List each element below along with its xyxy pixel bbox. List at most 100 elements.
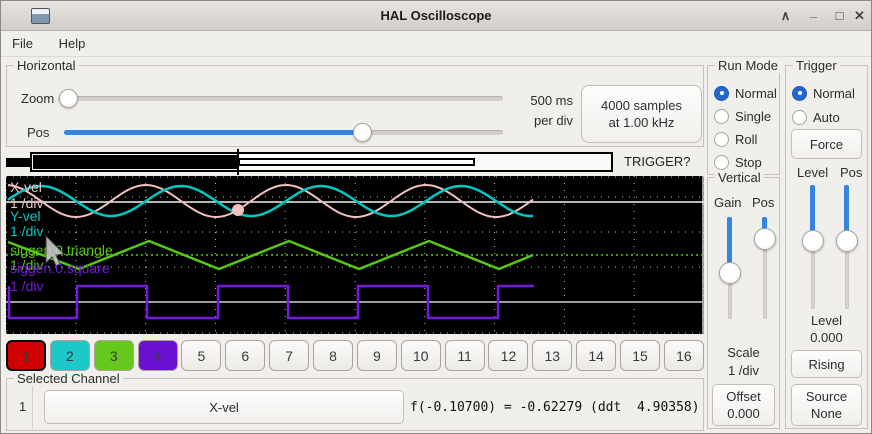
- force-label: Force: [809, 136, 844, 152]
- radio-icon: [792, 109, 807, 125]
- scope-channel-label-4: siggen.0.triangle: [10, 242, 113, 258]
- gain-label: Gain: [714, 195, 742, 210]
- record-bar-stub: [6, 158, 32, 167]
- trigger-source-button[interactable]: Source None: [791, 384, 862, 426]
- samples-line1: 4000 samples: [601, 98, 682, 113]
- scope-channel-label-6: siggen.0.square: [10, 260, 110, 276]
- trigger-pos-col-label: Pos: [840, 165, 863, 180]
- trigger-level-value: 0.000: [810, 330, 843, 345]
- selected-channel-divider: [32, 386, 33, 429]
- menu-file[interactable]: File: [12, 36, 33, 51]
- radio-selected-icon: [792, 85, 807, 101]
- channel-button-1[interactable]: 1: [6, 340, 46, 371]
- scope-channel-label-3: 1 /div: [10, 223, 43, 239]
- radio-icon: [714, 154, 729, 170]
- app-icon: [31, 8, 50, 24]
- channel-source-button[interactable]: X-vel: [44, 390, 404, 424]
- trace-siggen.0.triangle: [7, 239, 534, 271]
- radio-icon: [714, 108, 729, 124]
- close-button[interactable]: ✕: [854, 8, 865, 23]
- slider-handle[interactable]: [754, 228, 776, 250]
- channel-button-9[interactable]: 9: [356, 340, 397, 371]
- run-mode-normal-label: Normal: [735, 85, 777, 101]
- force-trigger-button[interactable]: Force: [791, 129, 862, 159]
- pos-slider-handle[interactable]: [353, 123, 372, 142]
- selected-channel-title: Selected Channel: [14, 371, 123, 386]
- minimize-button[interactable]: _: [809, 4, 818, 19]
- trigger-edge-label: Rising: [808, 356, 845, 372]
- channel-button-14[interactable]: 14: [576, 340, 617, 371]
- channel-button-3[interactable]: 3: [93, 340, 134, 371]
- channel-button-10[interactable]: 10: [400, 340, 441, 371]
- trigger-normal-label: Normal: [813, 85, 855, 101]
- run-mode-single-label: Single: [735, 108, 772, 124]
- scope-channel-label-2: Y-vel: [10, 208, 41, 224]
- trigger-auto[interactable]: Auto: [792, 107, 840, 127]
- trigger-source-label: Source: [805, 389, 848, 404]
- zoom-label: Zoom: [21, 91, 55, 106]
- trigger-edge-button[interactable]: Rising: [791, 350, 862, 378]
- offset-label: Offset: [726, 389, 761, 404]
- trigger-level-caption: Level: [810, 313, 843, 328]
- run-mode-stop[interactable]: Stop: [714, 152, 762, 172]
- channel-button-2[interactable]: 2: [49, 340, 90, 371]
- samples-button[interactable]: 4000 samples at 1.00 kHz: [581, 85, 702, 143]
- channel-button-4[interactable]: 4: [137, 340, 178, 371]
- channel-button-16[interactable]: 16: [663, 340, 704, 371]
- trigger-title: Trigger: [793, 58, 840, 73]
- title-bar: HAL Oscilloscope ∧ _ □ ✕: [1, 1, 871, 31]
- zoom-slider-track[interactable]: [58, 96, 503, 101]
- trigger-normal[interactable]: Normal: [792, 83, 855, 103]
- pos-slider-fill: [64, 130, 363, 135]
- window-title: HAL Oscilloscope: [380, 8, 492, 23]
- trigger-auto-label: Auto: [813, 109, 840, 125]
- radio-selected-icon: [714, 85, 729, 101]
- gain-slider[interactable]: [719, 217, 741, 319]
- scope-channel-label-7: 1 /div: [10, 278, 43, 294]
- vertical-pos-label: Pos: [752, 195, 775, 210]
- run-mode-title: Run Mode: [715, 58, 781, 73]
- channel-button-15[interactable]: 15: [620, 340, 661, 371]
- channel-button-7[interactable]: 7: [269, 340, 310, 371]
- scope-channel-label-0: X-vel: [10, 179, 42, 195]
- scope-channel-label-1: 1 /div: [10, 195, 43, 211]
- slider-fill: [810, 185, 815, 241]
- channel-button-12[interactable]: 12: [488, 340, 529, 371]
- scale-value: 1 /div: [727, 363, 760, 378]
- menu-help[interactable]: Help: [58, 36, 86, 51]
- radio-icon: [714, 131, 729, 147]
- slider-handle[interactable]: [802, 230, 824, 252]
- trigger-point-marker: [232, 204, 244, 216]
- channel-button-8[interactable]: 8: [313, 340, 354, 371]
- offset-button[interactable]: Offset 0.000: [712, 384, 775, 426]
- channel-button-6[interactable]: 6: [225, 340, 266, 371]
- run-mode-roll-label: Roll: [735, 131, 758, 147]
- mouse-cursor-icon: [45, 234, 66, 267]
- maximize-button[interactable]: □: [835, 8, 844, 23]
- scale-caption: Scale: [727, 345, 760, 360]
- slider-track[interactable]: [763, 217, 767, 319]
- channel-button-5[interactable]: 5: [181, 340, 222, 371]
- vertical-pos-slider[interactable]: [754, 217, 776, 319]
- trigger-level-col-label: Level: [797, 165, 829, 180]
- trigger-pos-slider[interactable]: [836, 185, 858, 309]
- trigger-source-value: None: [810, 406, 843, 421]
- zoom-slider-handle[interactable]: [59, 89, 78, 108]
- trace-Y-vel: [7, 184, 534, 218]
- run-mode-stop-label: Stop: [735, 154, 762, 170]
- menu-bar: File Help: [1, 32, 871, 57]
- slider-handle[interactable]: [719, 262, 741, 284]
- channel-button-13[interactable]: 13: [532, 340, 573, 371]
- run-mode-roll[interactable]: Roll: [714, 129, 757, 149]
- slider-fill: [727, 217, 732, 273]
- shade-button[interactable]: ∧: [780, 8, 791, 23]
- trigger-level-slider[interactable]: [802, 185, 824, 309]
- channel-button-11[interactable]: 11: [444, 340, 485, 371]
- channel-button-row: 1 2 3 4 5 6 7 8 9 10 11 12 13 14 15 16: [6, 340, 704, 371]
- run-mode-normal[interactable]: Normal: [714, 83, 777, 103]
- record-bar-window: [238, 158, 475, 166]
- channel-source-name: X-vel: [209, 399, 239, 415]
- slider-handle[interactable]: [836, 230, 858, 252]
- run-mode-single[interactable]: Single: [714, 106, 771, 126]
